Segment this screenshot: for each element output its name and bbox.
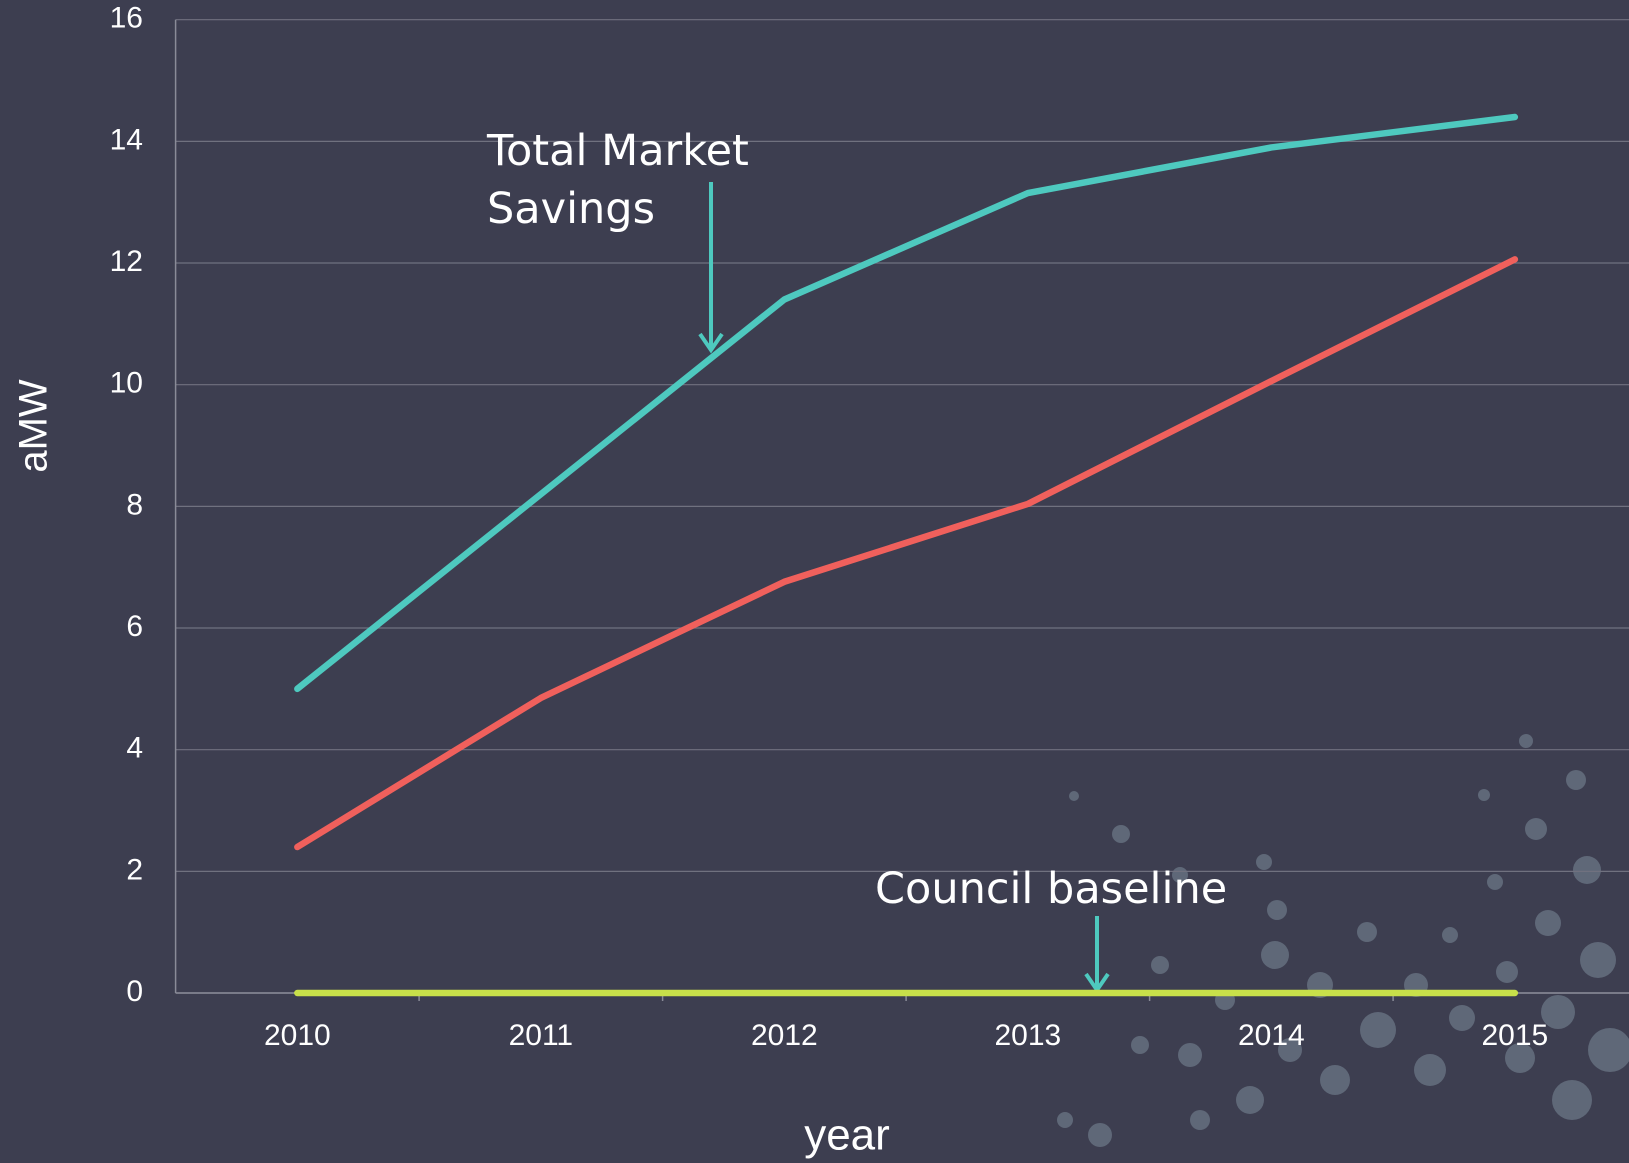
y-tick-label: 14 [110, 123, 143, 156]
x-tick-label: 2013 [994, 1019, 1061, 1052]
x-tick-label: 2011 [509, 1019, 574, 1052]
x-tick-label: 2014 [1238, 1019, 1305, 1052]
y-tick-label: 6 [126, 610, 143, 643]
annotation: Council baseline [875, 860, 1227, 918]
series-line [297, 117, 1515, 689]
y-tick-label: 10 [110, 367, 143, 400]
x-axis-label: year [804, 1111, 890, 1160]
x-tick-label: 2015 [1481, 1019, 1548, 1052]
x-tick-label: 2010 [264, 1019, 331, 1052]
y-tick-label: 0 [126, 975, 143, 1008]
decor [1057, 734, 1629, 1147]
annotation: Total Market Savings [487, 122, 787, 238]
y-tick-label: 4 [126, 732, 143, 765]
y-tick-label: 12 [110, 245, 143, 278]
series-line [297, 259, 1515, 847]
page: aMW year 0 2 4 6 8 10 12 14 16 2010 2011 2012 2013 20… [0, 0, 1629, 1163]
y-axis-label: aMW [12, 379, 56, 473]
chart: aMW year 0 2 4 6 8 10 12 14 16 2010 2011 2012 2013 20… [0, 0, 1629, 1163]
x-tick-label: 2012 [751, 1019, 818, 1052]
y-tick-label: 8 [126, 488, 143, 521]
y-tick-label: 2 [126, 853, 143, 886]
y-tick-label: 16 [110, 2, 143, 35]
